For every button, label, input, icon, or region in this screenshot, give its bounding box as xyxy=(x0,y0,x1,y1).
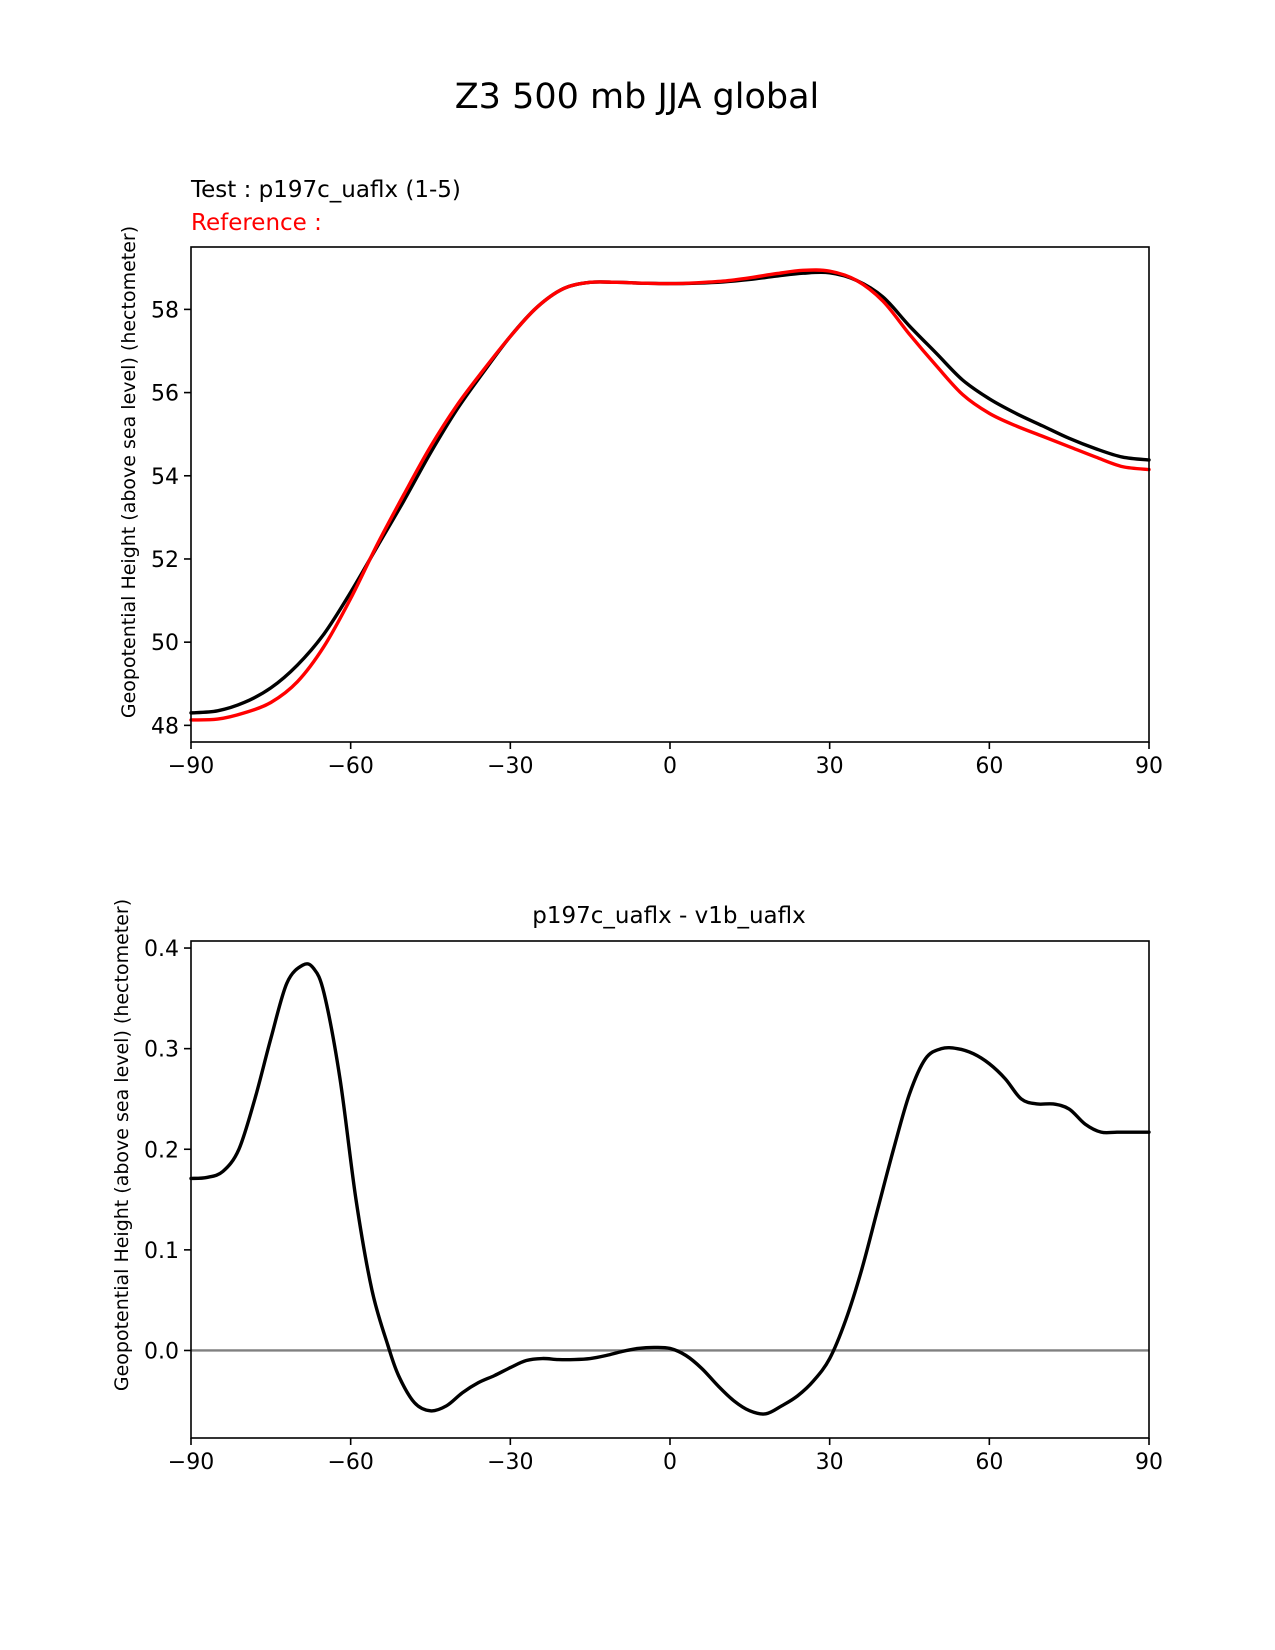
bottom-ytick-label: 0.4 xyxy=(144,937,179,962)
top-panel: Test : p197c_uaflx (1-5) Reference : Geo… xyxy=(118,177,1163,779)
top-xtick-label: −30 xyxy=(487,754,533,779)
top-ytick-label: 52 xyxy=(151,548,179,573)
top-ytick-label: 48 xyxy=(151,714,179,739)
bottom-series-difference xyxy=(189,962,1151,1416)
top-ytick-label: 54 xyxy=(151,465,179,490)
top-xtick-label: 60 xyxy=(975,754,1003,779)
test-title: Test : p197c_uaflx (1-5) xyxy=(190,177,461,203)
bottom-xtick-label: −60 xyxy=(327,1450,373,1475)
figure-title: Z3 500 mb JJA global xyxy=(455,77,820,117)
bottom-xtick-label: 90 xyxy=(1135,1450,1163,1475)
top-series-test xyxy=(189,270,1151,715)
bottom-xtick-label: −90 xyxy=(168,1450,214,1475)
bottom-xtick-label: 60 xyxy=(975,1450,1003,1475)
top-ytick-label: 56 xyxy=(151,382,179,407)
bottom-ytick-label: 0.3 xyxy=(144,1038,179,1063)
top-xtick-label: −90 xyxy=(168,754,214,779)
bottom-axes-frame xyxy=(190,940,1150,1439)
top-xtick-label: 30 xyxy=(816,754,844,779)
bottom-xtick-label: 30 xyxy=(816,1450,844,1475)
top-xtick-label: 0 xyxy=(663,754,677,779)
top-xtick-label: −60 xyxy=(327,754,373,779)
reference-title: Reference : xyxy=(191,210,322,236)
top-xtick-label: 90 xyxy=(1135,754,1163,779)
top-ylabel: Geopotential Height (above sea level) (h… xyxy=(118,226,140,718)
top-ytick-label: 50 xyxy=(151,631,179,656)
bottom-ytick-label: 0.2 xyxy=(144,1138,179,1163)
bottom-xtick-label: 0 xyxy=(663,1450,677,1475)
top-axes-frame xyxy=(190,246,1150,743)
difference-title: p197c_uaflx - v1b_uaflx xyxy=(532,903,805,929)
bottom-panel: p197c_uaflx - v1b_uaflx Geopotential Hei… xyxy=(111,899,1163,1475)
top-series-reference xyxy=(189,268,1151,722)
bottom-xtick-label: −30 xyxy=(487,1450,533,1475)
bottom-ytick-label: 0.0 xyxy=(144,1339,179,1364)
top-ytick-label: 58 xyxy=(151,298,179,323)
bottom-ylabel: Geopotential Height (above sea level) (h… xyxy=(111,899,133,1391)
bottom-ytick-label: 0.1 xyxy=(144,1239,179,1264)
